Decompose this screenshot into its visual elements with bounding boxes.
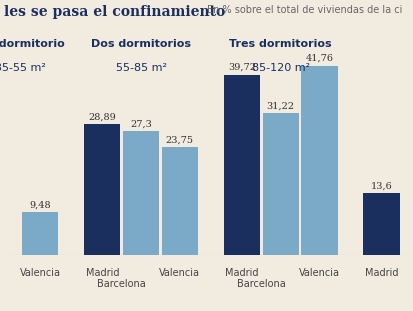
Text: En % sobre el total de viviendas de la ci: En % sobre el total de viviendas de la c… (206, 5, 401, 15)
Bar (301, 66, 337, 255)
Text: 35-55 m²: 35-55 m² (0, 63, 46, 73)
Text: 28,89: 28,89 (88, 112, 116, 121)
Text: Valencia: Valencia (20, 268, 61, 278)
Bar (262, 114, 298, 255)
Text: Madrid: Madrid (364, 268, 397, 278)
Text: 55-85 m²: 55-85 m² (115, 63, 166, 73)
Text: 13,6: 13,6 (370, 182, 392, 191)
Text: 41,76: 41,76 (305, 54, 332, 63)
Text: Madrid: Madrid (85, 268, 119, 278)
Text: Barcelona: Barcelona (97, 279, 146, 289)
Text: Tres dormitorios: Tres dormitorios (229, 39, 331, 49)
Bar (161, 147, 197, 255)
Text: Barcelona: Barcelona (236, 279, 285, 289)
Bar (123, 131, 159, 255)
Bar (363, 193, 399, 255)
Text: Madrid: Madrid (225, 268, 258, 278)
Text: les se pasa el confinamiento: les se pasa el confinamiento (4, 5, 225, 19)
Bar (223, 75, 259, 255)
Text: 27,3: 27,3 (130, 119, 152, 128)
Text: Dos dormitorios: Dos dormitorios (91, 39, 191, 49)
Text: Valencia: Valencia (159, 268, 200, 278)
Bar (22, 212, 58, 255)
Text: Un dormitorio: Un dormitorio (0, 39, 64, 49)
Text: 85-120 m²: 85-120 m² (251, 63, 309, 73)
Text: 23,75: 23,75 (166, 136, 193, 145)
Text: 9,48: 9,48 (29, 200, 51, 209)
Bar (84, 124, 120, 255)
Text: Valencia: Valencia (298, 268, 339, 278)
Text: 31,22: 31,22 (266, 102, 294, 111)
Text: 39,72: 39,72 (227, 63, 255, 72)
